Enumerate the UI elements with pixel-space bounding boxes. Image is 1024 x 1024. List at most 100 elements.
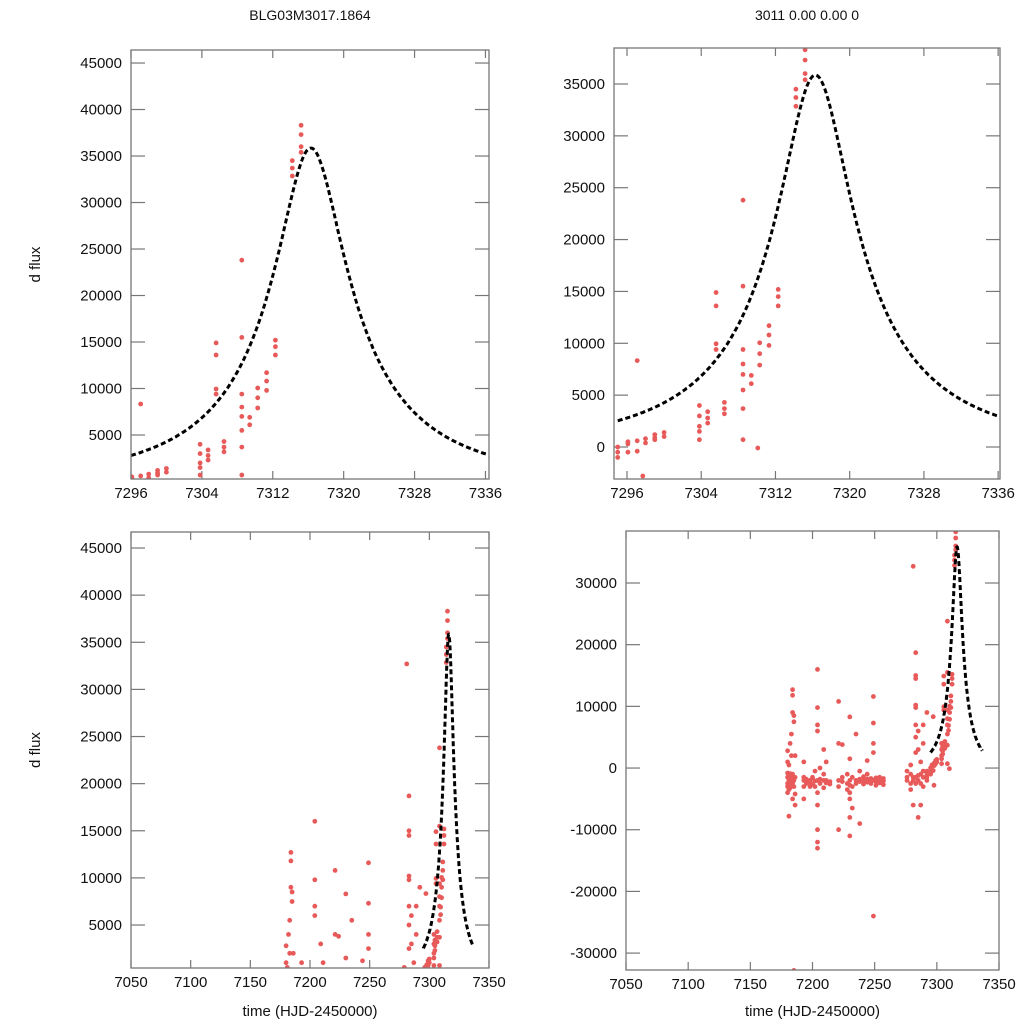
data-point: [205, 447, 211, 453]
x-tick-label: 7328: [398, 485, 431, 502]
data-point: [705, 409, 711, 415]
data-point: [312, 818, 318, 824]
data-point: [366, 900, 371, 906]
data-point: [915, 747, 921, 752]
data-point: [634, 448, 640, 454]
data-point: [197, 441, 203, 447]
data-point: [913, 705, 919, 710]
x-tick-label: 7050: [114, 974, 147, 991]
data-point: [839, 742, 845, 747]
data-point: [949, 671, 955, 677]
plot-frame: [130, 49, 490, 480]
x-axis-label: time (HJD-2450000): [242, 1003, 377, 1020]
data-point: [871, 741, 876, 746]
x-axis-label: time (HJD-2450000): [745, 1003, 880, 1020]
data-point: [431, 932, 437, 937]
data-point: [945, 761, 950, 767]
data-point: [661, 430, 667, 435]
data-point: [366, 946, 371, 951]
plot-frame: [625, 530, 1000, 971]
data-point: [287, 950, 293, 956]
data-point: [312, 877, 318, 883]
data-point: [871, 720, 876, 726]
data-point: [409, 941, 414, 947]
data-point: [697, 437, 702, 443]
data-point: [857, 776, 863, 782]
data-point: [287, 917, 293, 923]
data-point: [946, 728, 951, 733]
data-point: [815, 802, 820, 808]
data-point: [939, 761, 944, 767]
data-point: [934, 757, 940, 762]
data-point: [755, 445, 761, 451]
data-point: [904, 778, 910, 783]
data-point: [785, 748, 790, 754]
data-point: [366, 932, 371, 937]
y-tick-label: 45000: [80, 540, 122, 557]
data-point: [924, 778, 930, 783]
data-point: [908, 762, 914, 768]
data-point: [432, 943, 438, 949]
data-point: [239, 414, 245, 419]
data-point: [802, 77, 808, 83]
y-tick-label: 30000: [80, 195, 122, 212]
data-point: [877, 774, 882, 780]
x-tick-label: 7200: [293, 974, 326, 991]
data-point: [913, 722, 919, 728]
data-point: [284, 965, 290, 968]
data-point: [953, 531, 959, 535]
data-point: [748, 381, 754, 387]
data-point: [949, 681, 955, 687]
data-point: [705, 415, 711, 421]
data-point: [406, 873, 412, 879]
data-point: [918, 759, 924, 765]
y-tick-label: 20000: [80, 776, 122, 793]
data-point: [343, 955, 349, 961]
x-tick-label: 7050: [609, 976, 642, 993]
y-tick-label: 30000: [563, 128, 605, 145]
data-point: [924, 710, 930, 715]
data-point: [713, 303, 719, 309]
plot-area: [131, 122, 489, 479]
model-curve: [929, 545, 984, 754]
y-tick-label: 5000: [572, 387, 605, 404]
data-point: [939, 756, 944, 762]
data-point: [332, 868, 338, 873]
data-point: [437, 917, 442, 923]
data-point: [847, 714, 853, 720]
data-point: [406, 793, 412, 799]
data-point: [722, 400, 727, 405]
data-point: [792, 753, 798, 759]
x-tick-label: 7296: [114, 485, 147, 502]
data-point: [615, 455, 621, 460]
y-tick-label: 20000: [575, 637, 617, 654]
data-point: [920, 774, 926, 780]
data-point: [873, 775, 879, 781]
x-tick-label: 7100: [671, 976, 704, 993]
data-point: [740, 197, 746, 203]
x-tick-label: 7350: [982, 976, 1015, 993]
data-point: [861, 778, 866, 783]
x-tick-label: 7336: [469, 485, 502, 502]
data-point: [792, 774, 798, 780]
data-point: [740, 372, 746, 377]
x-tick-label: 7250: [353, 974, 386, 991]
data-point: [815, 728, 820, 734]
data-point: [336, 933, 341, 939]
data-point: [312, 903, 318, 909]
data-point: [817, 765, 823, 771]
data-point: [432, 948, 438, 953]
data-point: [946, 723, 951, 728]
data-point: [815, 827, 820, 833]
data-point: [441, 826, 447, 832]
panel-bottom-left: 7050 7100 7150 7200 7250 7300 7350 5000 10000 150…: [27, 531, 506, 1020]
data-point: [775, 303, 781, 309]
data-point: [871, 750, 876, 755]
data-point: [836, 827, 841, 833]
y-tick-label: 25000: [80, 241, 122, 258]
data-point: [312, 913, 318, 918]
data-point: [213, 352, 219, 358]
data-point: [839, 779, 845, 784]
data-point: [625, 449, 631, 455]
data-point: [366, 860, 371, 866]
